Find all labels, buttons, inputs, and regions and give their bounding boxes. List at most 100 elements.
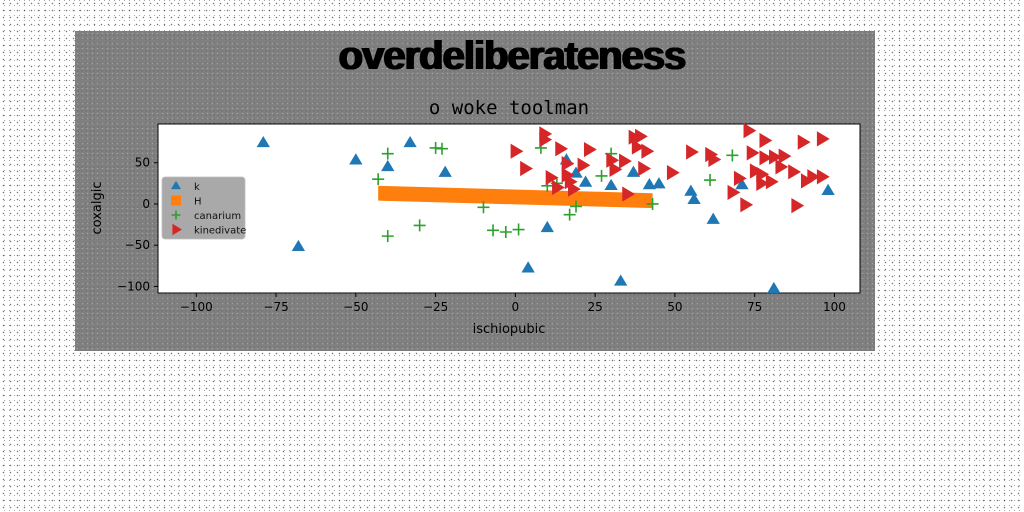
data-point-kinedivate-38 xyxy=(788,164,801,180)
chart-marks xyxy=(256,122,835,294)
data-point-k-21 xyxy=(821,183,835,195)
chart-title: o woke toolman xyxy=(429,97,589,119)
data-point-kinedivate-28 xyxy=(743,122,757,139)
data-point-kinedivate-16 xyxy=(622,186,636,202)
data-point-k-11 xyxy=(604,178,618,191)
data-point-kinedivate-31 xyxy=(756,175,770,191)
y-axis-label: coxalgic xyxy=(90,182,105,235)
data-point-k-6 xyxy=(521,261,535,273)
data-point-canarium-6 xyxy=(477,201,490,214)
figure-title: overdeliberateness xyxy=(338,34,687,78)
data-point-canarium-13 xyxy=(563,208,576,221)
data-point-kinedivate-7 xyxy=(561,155,575,172)
y-tick-label: 50 xyxy=(135,156,150,170)
data-point-kinedivate-26 xyxy=(727,184,741,201)
data-point-kinedivate-23 xyxy=(686,144,699,160)
data-point-kinedivate-40 xyxy=(797,134,811,150)
data-point-k-20 xyxy=(767,281,781,294)
x-tick-label: 25 xyxy=(588,300,603,314)
data-point-canarium-15 xyxy=(595,169,608,182)
legend-label-canarium: canarium xyxy=(194,211,241,222)
x-tick-label: 75 xyxy=(747,300,762,314)
data-point-kinedivate-45 xyxy=(733,170,747,187)
data-point-k-14 xyxy=(642,178,657,190)
data-point-k-10 xyxy=(578,175,593,187)
x-tick-label: −75 xyxy=(263,300,288,314)
data-point-kinedivate-32 xyxy=(759,150,773,166)
data-point-k-5 xyxy=(438,165,452,177)
data-point-kinedivate-12 xyxy=(583,141,597,158)
data-point-kinedivate-42 xyxy=(807,169,821,185)
legend-label-kinedivate: kinedivate xyxy=(194,226,246,237)
data-point-kinedivate-35 xyxy=(769,149,782,165)
data-point-k-18 xyxy=(706,212,720,224)
x-tick-label: −100 xyxy=(180,300,213,314)
data-point-canarium-1 xyxy=(381,147,394,160)
data-point-kinedivate-0 xyxy=(510,143,524,159)
data-point-canarium-3 xyxy=(413,219,426,232)
x-tick-label: 50 xyxy=(667,300,682,314)
legend-swatch-k xyxy=(171,180,181,190)
data-point-kinedivate-14 xyxy=(609,161,623,177)
data-point-kinedivate-3 xyxy=(539,132,553,148)
data-point-k-12 xyxy=(614,274,628,286)
data-point-canarium-5 xyxy=(435,142,448,155)
data-point-kinedivate-20 xyxy=(638,160,652,177)
data-point-kinedivate-34 xyxy=(765,174,779,190)
data-point-kinedivate-15 xyxy=(619,153,632,169)
data-point-canarium-8 xyxy=(499,225,512,238)
data-point-kinedivate-39 xyxy=(791,198,805,214)
data-point-k-16 xyxy=(684,184,698,196)
data-point-k-0 xyxy=(256,135,270,148)
data-point-canarium-7 xyxy=(487,224,500,237)
data-point-canarium-2 xyxy=(381,230,394,243)
data-point-k-2 xyxy=(349,153,363,165)
legend-label-H: H xyxy=(194,197,202,208)
y-tick-label: −100 xyxy=(117,279,150,293)
data-point-kinedivate-5 xyxy=(552,179,565,196)
data-point-kinedivate-19 xyxy=(635,128,648,144)
x-tick-label: −25 xyxy=(423,300,448,314)
x-tick-label: 0 xyxy=(512,300,520,314)
data-point-k-3 xyxy=(381,159,395,172)
data-point-k-13 xyxy=(626,165,641,177)
data-point-canarium-18 xyxy=(704,174,717,187)
data-point-kinedivate-44 xyxy=(816,131,830,147)
legend-swatch-canarium xyxy=(171,210,181,220)
data-point-k-17 xyxy=(687,192,701,205)
data-point-k-19 xyxy=(735,178,749,190)
data-point-kinedivate-11 xyxy=(577,157,591,173)
data-point-canarium-14 xyxy=(570,200,583,213)
data-point-canarium-17 xyxy=(646,197,659,210)
series-band-H xyxy=(378,185,653,209)
y-tick-label: 0 xyxy=(142,197,150,211)
x-tick-label: 100 xyxy=(823,300,846,314)
data-point-kinedivate-37 xyxy=(778,148,792,164)
data-point-kinedivate-46 xyxy=(746,145,760,161)
data-point-kinedivate-1 xyxy=(520,160,533,177)
data-point-k-15 xyxy=(652,177,666,189)
data-point-k-7 xyxy=(540,220,554,233)
data-point-kinedivate-6 xyxy=(555,141,569,157)
data-point-canarium-9 xyxy=(512,223,525,236)
data-point-k-1 xyxy=(291,239,306,252)
data-point-k-4 xyxy=(403,135,417,148)
legend-swatch-kinedivate xyxy=(172,223,182,236)
legend-box xyxy=(161,176,246,240)
x-tick-label: −50 xyxy=(343,300,368,314)
data-point-kinedivate-27 xyxy=(740,197,754,213)
data-point-canarium-19 xyxy=(726,149,739,162)
y-tick-label: −50 xyxy=(125,238,150,252)
chart-axes: −100 −75 −50 −25 0 25 50 75 100 −100 −50 0 50 xyxy=(117,156,846,314)
plot-area xyxy=(157,123,861,294)
data-point-canarium-0 xyxy=(372,173,385,186)
legend-label-k: k xyxy=(194,182,200,193)
data-point-kinedivate-4 xyxy=(545,169,559,186)
x-axis-label: ischiopubic xyxy=(473,322,546,337)
data-point-canarium-4 xyxy=(429,141,442,154)
data-point-kinedivate-33 xyxy=(759,132,773,149)
data-point-kinedivate-25 xyxy=(708,151,722,168)
data-point-kinedivate-43 xyxy=(816,169,830,185)
